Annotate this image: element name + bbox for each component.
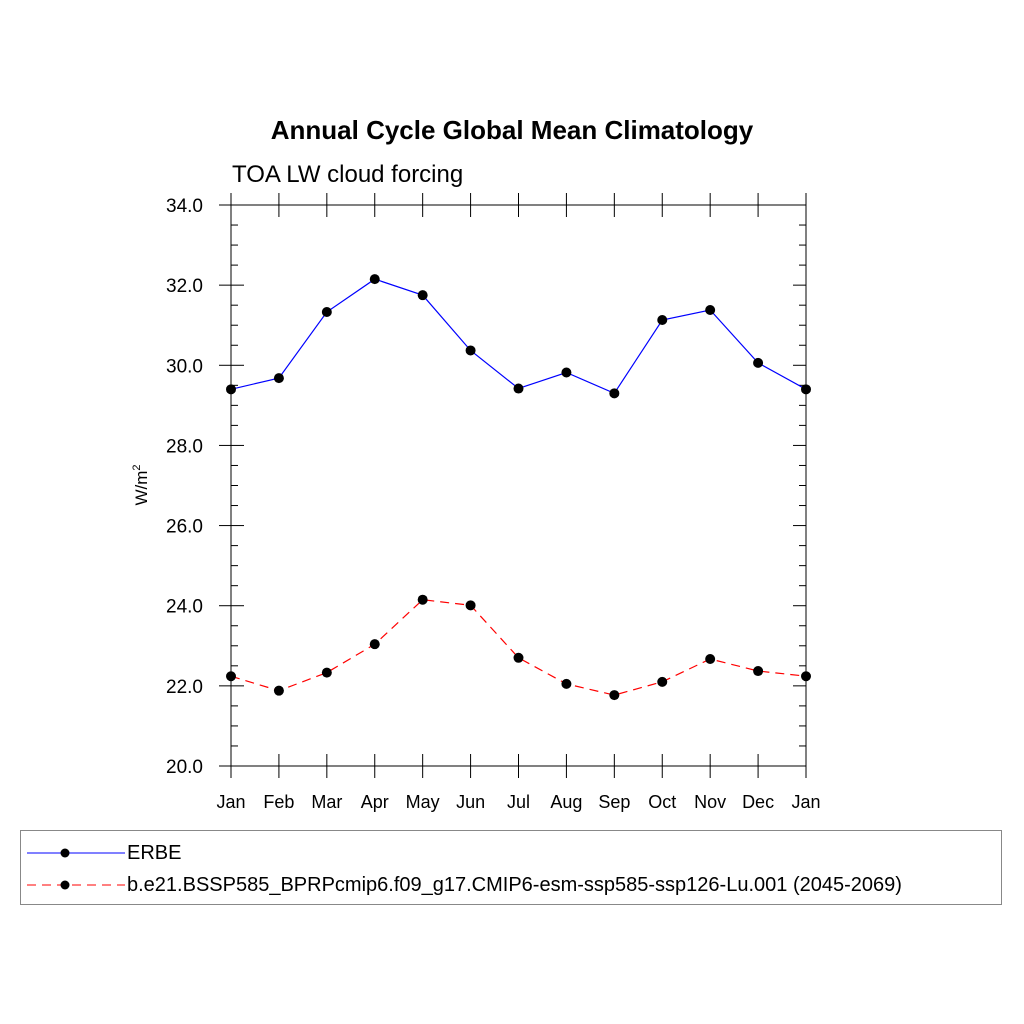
data-point-s1-1 bbox=[273, 685, 284, 696]
x-tick-label: Jan bbox=[791, 792, 820, 812]
legend-swatch-erbe bbox=[27, 848, 125, 858]
data-point-s1-8 bbox=[609, 690, 620, 701]
data-point-s0-10 bbox=[705, 304, 716, 315]
y-tick-label: 20.0 bbox=[166, 757, 203, 778]
y-tick-label: 28.0 bbox=[166, 436, 203, 457]
x-tick-label: Mar bbox=[311, 792, 342, 812]
data-point-s0-3 bbox=[369, 274, 380, 285]
y-tick-label: 30.0 bbox=[166, 356, 203, 377]
y-tick-label: 24.0 bbox=[166, 597, 203, 618]
x-tick-label: Feb bbox=[263, 792, 294, 812]
tick-labels: 20.0 22.0 24.0 26.0 28.0 30.0 32.0 34.0 Jan Feb Ma… bbox=[166, 196, 821, 812]
y-tick-label: 34.0 bbox=[166, 196, 203, 217]
data-point-s1-4 bbox=[417, 594, 428, 605]
data-point-s1-11 bbox=[753, 666, 764, 677]
data-point-s1-5 bbox=[465, 600, 476, 611]
y-axis-label-base: W/m bbox=[132, 471, 151, 506]
data-point-s0-1 bbox=[273, 373, 284, 384]
data-point-s0-8 bbox=[609, 388, 620, 399]
data-point-s1-7 bbox=[561, 678, 572, 689]
data-point-s0-6 bbox=[513, 383, 524, 394]
legend-swatch-model bbox=[27, 880, 125, 890]
chart-title: Annual Cycle Global Mean Climatology bbox=[271, 115, 754, 145]
series-layer bbox=[226, 274, 811, 701]
legend-item-erbe: ERBE bbox=[21, 839, 1001, 867]
x-tick-label: Apr bbox=[361, 792, 389, 812]
svg-text:W/m2: W/m2 bbox=[131, 464, 151, 505]
axis-ticks bbox=[219, 193, 807, 778]
data-point-s0-2 bbox=[321, 306, 332, 317]
series-line-0 bbox=[230, 278, 807, 395]
plot-frame bbox=[230, 204, 807, 767]
data-point-s1-6 bbox=[513, 652, 524, 663]
data-point-s0-9 bbox=[657, 315, 668, 326]
x-tick-label: Nov bbox=[694, 792, 726, 812]
x-tick-label: Dec bbox=[742, 792, 774, 812]
data-point-s1-10 bbox=[705, 654, 716, 665]
y-tick-label: 32.0 bbox=[166, 276, 203, 297]
y-axis-label: W/m2 bbox=[131, 464, 151, 505]
y-tick-label: 26.0 bbox=[166, 517, 203, 538]
x-tick-label: Aug bbox=[550, 792, 582, 812]
data-point-s0-7 bbox=[561, 367, 572, 378]
x-tick-label: Jun bbox=[456, 792, 485, 812]
data-point-s0-5 bbox=[465, 345, 476, 356]
legend-label-erbe: ERBE bbox=[127, 842, 182, 864]
legend: ERBE b.e21.BSSP585_BPRPcmip6.f09_g17.CMI… bbox=[20, 830, 1002, 905]
data-point-s0-11 bbox=[753, 357, 764, 368]
data-point-s1-3 bbox=[369, 639, 380, 650]
data-point-s1-9 bbox=[657, 676, 668, 687]
y-axis-label-sup: 2 bbox=[131, 464, 143, 470]
x-tick-label: Jan bbox=[216, 792, 245, 812]
legend-item-model: b.e21.BSSP585_BPRPcmip6.f09_g17.CMIP6-es… bbox=[21, 871, 1001, 899]
legend-label-model: b.e21.BSSP585_BPRPcmip6.f09_g17.CMIP6-es… bbox=[127, 874, 902, 896]
x-tick-label: Jul bbox=[507, 792, 530, 812]
series-line-1 bbox=[230, 599, 807, 696]
x-tick-label: Oct bbox=[648, 792, 676, 812]
data-point-s0-4 bbox=[417, 290, 428, 301]
data-point-s1-2 bbox=[321, 667, 332, 678]
x-tick-label: Sep bbox=[598, 792, 630, 812]
chart-subtitle: TOA LW cloud forcing bbox=[232, 161, 463, 188]
y-tick-label: 22.0 bbox=[166, 677, 203, 698]
x-tick-label: May bbox=[406, 792, 440, 812]
